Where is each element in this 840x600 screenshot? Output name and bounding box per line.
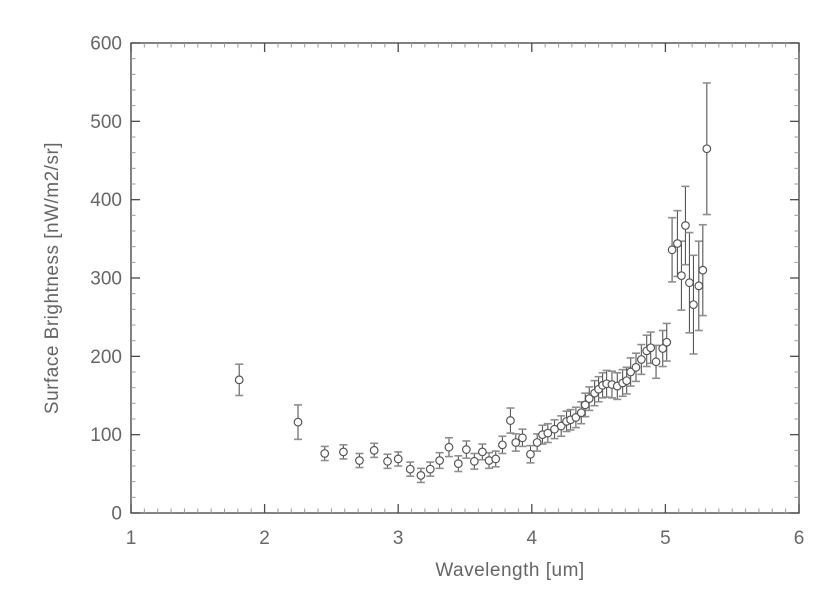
y-tick-label: 300 [90,269,122,290]
y-tick-label: 400 [90,190,122,211]
y-tick-label: 100 [90,425,122,446]
data-point [636,355,646,364]
data-point [444,442,454,452]
data-point [626,367,636,377]
y-tick-label: 600 [90,34,122,55]
x-tick-label: 3 [393,528,404,549]
data-point [698,265,708,275]
data-point [511,438,521,447]
data-point [469,456,479,466]
y-tick-label: 500 [90,112,122,133]
data-point [453,459,463,469]
data-point [491,454,501,464]
data-point [369,445,379,455]
x-axis-label-wrap: Wavelength [um] [0,560,840,582]
data-point [584,394,594,404]
data-point [677,271,686,281]
data-point [425,464,435,474]
x-tick-label: 4 [527,528,538,549]
x-tick-label: 1 [126,528,137,549]
data-point [320,449,330,458]
x-tick-label: 6 [794,528,805,549]
data-point [477,447,487,457]
y-tick-label: 200 [90,347,122,368]
data-point [694,281,704,291]
data-point [393,454,403,464]
data-point [435,456,445,465]
data-points [234,144,712,480]
data-point [662,337,672,347]
data-point [576,408,586,418]
data-point [355,456,364,465]
data-point [234,375,244,385]
data-point [543,428,553,438]
data-point [689,300,698,310]
data-point [580,400,590,410]
y-tick-label: 0 [111,504,122,525]
data-point [461,445,471,454]
data-point [293,417,303,427]
data-point [532,438,542,447]
data-point [416,471,426,480]
data-point [667,245,677,255]
data-point [651,357,661,367]
data-point [506,416,515,425]
data-point [518,433,527,443]
data-point [702,144,712,154]
data-point [658,344,668,353]
data-point [339,447,348,457]
data-point [383,456,392,466]
x-tick-label: 2 [259,528,270,549]
data-point [526,449,535,459]
y-axis-label: Surface Brightness [nW/m2/sr] [42,141,63,415]
error-bars [235,82,711,484]
data-point [498,440,507,450]
data-point [646,343,656,353]
data-point [685,278,694,288]
data-point [622,376,632,386]
data-point [571,413,581,422]
x-tick-label: 5 [660,528,671,549]
data-point [673,239,682,248]
data-point [631,362,641,372]
x-axis-label: Wavelength [um] [435,560,585,581]
data-point [556,421,566,431]
data-point [681,221,690,230]
data-point [405,464,415,474]
